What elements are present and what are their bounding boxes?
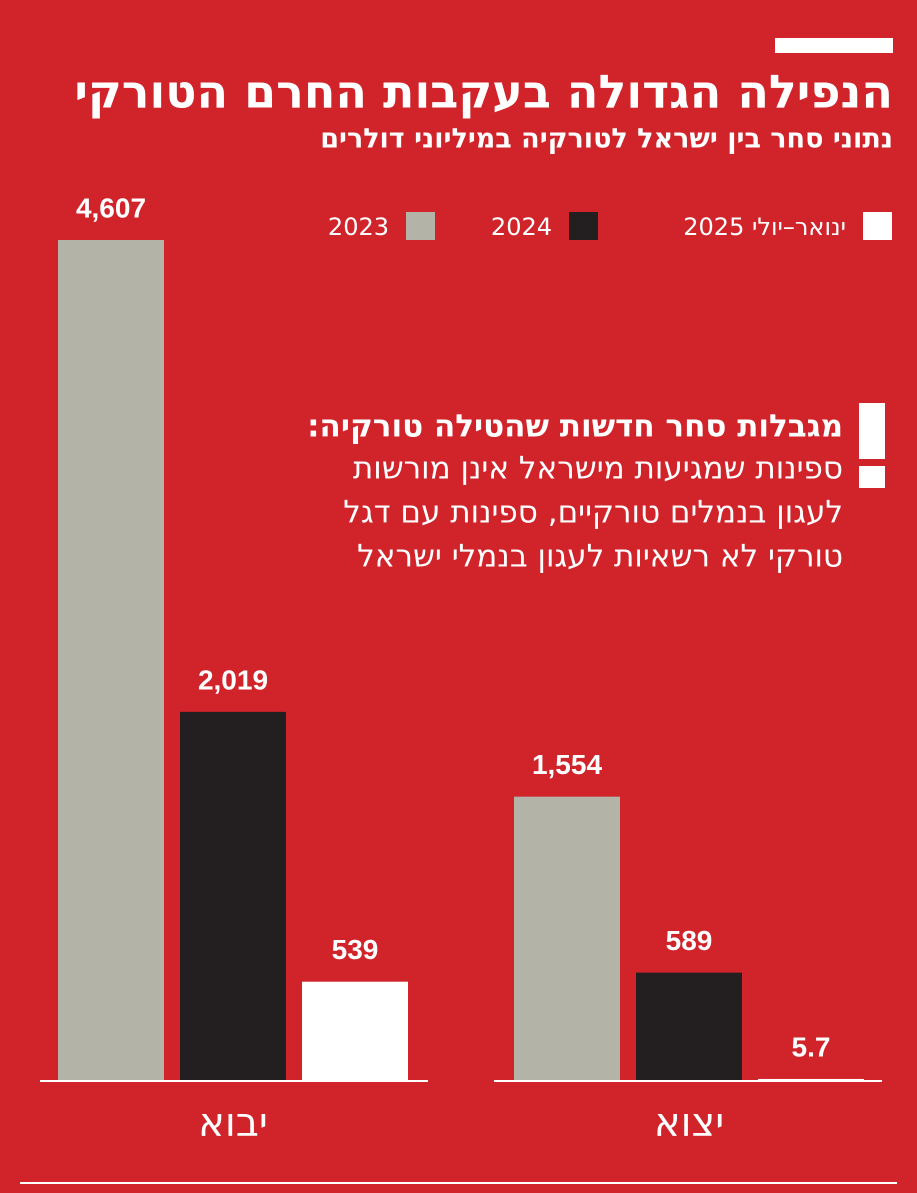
legend-label: 2023 (328, 213, 389, 241)
legend-swatch (569, 212, 598, 240)
bar (302, 981, 408, 1080)
exclamation-icon (859, 403, 885, 459)
bar (58, 240, 164, 1080)
exclamation-icon-dot (859, 466, 885, 488)
legend-label: ינואר–יולי 2025 (683, 213, 846, 241)
legend-swatch (406, 212, 435, 240)
x-tick-label: יבוא (198, 1100, 268, 1146)
decor-bar (775, 38, 893, 53)
value-label: 1,554 (532, 749, 602, 780)
bar (758, 1078, 864, 1080)
value-label: 4,607 (76, 192, 146, 223)
legend-label: 2024 (491, 213, 552, 241)
legend-swatch (863, 212, 892, 240)
bar (514, 796, 620, 1080)
chart-subtitle: נתוני סחר בין ישראל לטורקיה במיליוני דול… (320, 124, 893, 155)
x-tick-label: יצוא (654, 1100, 724, 1146)
bar (636, 972, 742, 1080)
chart-title: הנפילה הגדולה בעקבות החרם הטורקי (74, 65, 893, 119)
value-label: 539 (332, 934, 379, 965)
annotation-line: לעגון בנמלים טורקיים, ספינות עם דגל (343, 495, 843, 531)
value-label: 2,019 (198, 664, 268, 695)
value-label: 5.7 (792, 1031, 831, 1062)
value-label: 589 (666, 925, 713, 956)
annotation-line: ספינות שמגיעות מישראל אינן מורשות (353, 451, 843, 487)
bar (180, 711, 286, 1080)
annotation-title: מגבלות סחר חדשות שהטילה טורקיה: (307, 409, 843, 445)
annotation-line: טורקי לא רשאיות לעגון בנמלי ישראל (357, 539, 843, 575)
